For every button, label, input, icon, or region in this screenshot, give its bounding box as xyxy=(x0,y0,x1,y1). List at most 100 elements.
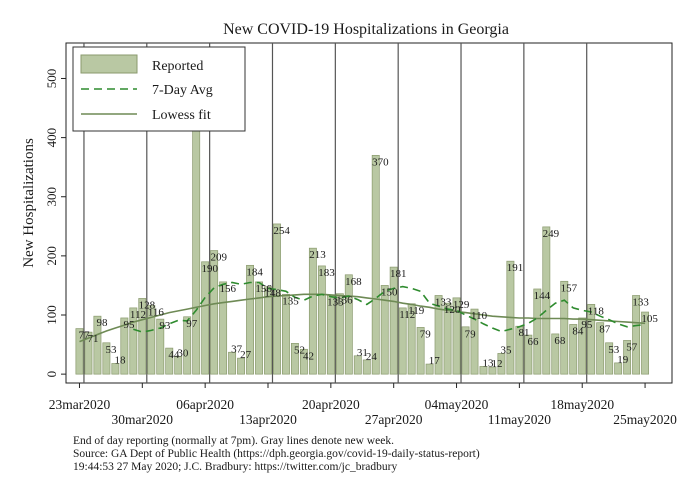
bar xyxy=(452,297,461,375)
bar xyxy=(299,348,308,375)
lowess-polyline xyxy=(79,293,646,343)
x-tick-label: 23mar2020 xyxy=(49,397,111,412)
bar-value-labels: 7771985318951121281169344309719020915637… xyxy=(79,156,659,370)
bar-value-label: 71 xyxy=(88,333,99,345)
bar-value-label: 190 xyxy=(201,263,218,275)
bar xyxy=(290,343,299,375)
bar-value-label: 53 xyxy=(608,344,620,356)
y-tick-label: 100 xyxy=(44,305,59,325)
bar xyxy=(623,340,632,375)
bar xyxy=(353,355,362,375)
bar xyxy=(371,154,380,375)
bar xyxy=(111,363,120,375)
y-axis-label: New Hospitalizations xyxy=(21,138,37,268)
bar xyxy=(497,353,506,375)
x-tick-label: 04may2020 xyxy=(425,397,489,412)
bar xyxy=(362,359,371,375)
bar xyxy=(228,351,237,375)
bar xyxy=(264,286,272,375)
bar-value-label: 79 xyxy=(465,328,477,340)
y-tick-label: 200 xyxy=(44,246,59,266)
bar xyxy=(344,274,353,375)
bar-value-label: 24 xyxy=(366,351,378,363)
bar xyxy=(255,281,263,375)
bar xyxy=(569,324,578,375)
note-line-3: 19:44:53 27 May 2020; J.C. Bradbury: htt… xyxy=(73,461,397,473)
bar-value-label: 13 xyxy=(483,357,495,369)
bar xyxy=(587,304,596,375)
bar-value-label: 254 xyxy=(273,225,290,237)
bar-value-label: 120 xyxy=(444,304,461,316)
bar-value-label: 52 xyxy=(294,344,305,356)
bar-value-label: 129 xyxy=(453,299,470,311)
bar-value-label: 144 xyxy=(534,290,551,302)
bar xyxy=(605,342,614,375)
bar-value-label: 27 xyxy=(240,349,252,361)
bar-value-label: 81 xyxy=(518,327,529,339)
x-tick-label: 06apr2020 xyxy=(176,397,234,412)
bar-value-label: 156 xyxy=(219,283,236,295)
bar xyxy=(93,315,102,375)
bar-value-label: 87 xyxy=(599,324,611,336)
bar-value-label: 66 xyxy=(527,336,539,348)
bar xyxy=(156,318,165,375)
bar-value-label: 110 xyxy=(471,310,488,322)
bar xyxy=(120,317,129,375)
x-tick-label: 30mar2020 xyxy=(112,412,174,427)
bar-value-label: 19 xyxy=(617,354,629,366)
bar-value-label: 184 xyxy=(246,266,263,278)
bar xyxy=(219,281,228,375)
x-tick-label: 25may2020 xyxy=(613,412,677,427)
bar-value-label: 57 xyxy=(626,341,638,353)
bar xyxy=(174,356,183,375)
bar-value-label: 136 xyxy=(336,295,353,307)
legend-label-lowess: Lowess fit xyxy=(152,108,211,123)
bar xyxy=(138,298,147,375)
bar xyxy=(165,347,174,375)
bar xyxy=(596,322,605,375)
bar-value-label: 93 xyxy=(159,320,171,332)
y-tick-label: 500 xyxy=(44,69,59,89)
legend: Reported 7-Day Avg Lowess fit xyxy=(72,46,246,132)
bar-value-label: 112 xyxy=(130,309,146,321)
bar xyxy=(308,247,317,375)
bar-value-label: 135 xyxy=(282,295,299,307)
bar-value-label: 84 xyxy=(572,325,584,337)
bar xyxy=(210,250,219,375)
y-tick-label: 0 xyxy=(44,371,59,378)
bar-value-label: 105 xyxy=(641,313,658,325)
bar xyxy=(479,366,488,375)
bar xyxy=(524,334,533,375)
bar xyxy=(443,302,452,375)
bar xyxy=(488,366,497,375)
bar xyxy=(147,305,156,375)
legend-label-reported: Reported xyxy=(152,59,203,74)
bar xyxy=(237,357,246,375)
bar-value-label: 213 xyxy=(309,249,326,261)
bar-value-label: 98 xyxy=(97,317,109,329)
x-tick-label: 18may2020 xyxy=(550,397,614,412)
bar xyxy=(201,261,210,375)
bar-value-label: 12 xyxy=(492,358,503,370)
y-axis: 0 100 200 300 400 500 xyxy=(44,69,66,378)
bar xyxy=(380,285,389,375)
bar-value-label: 97 xyxy=(186,318,198,330)
bar xyxy=(246,264,254,375)
bar-value-label: 156 xyxy=(255,283,272,295)
bar xyxy=(632,295,641,375)
bar xyxy=(425,363,434,375)
bar-value-label: 31 xyxy=(357,347,368,359)
legend-label-avg: 7-Day Avg xyxy=(152,83,213,98)
bar-value-label: 128 xyxy=(139,299,156,311)
bar xyxy=(192,125,201,375)
bar xyxy=(102,342,111,375)
bar-value-label: 68 xyxy=(554,335,566,347)
bar-value-label: 112 xyxy=(399,309,415,321)
bar-value-label: 37 xyxy=(231,343,243,355)
bar-value-label: 191 xyxy=(507,262,524,274)
lowess-line xyxy=(79,293,646,343)
bar-value-label: 150 xyxy=(381,286,398,298)
bar-value-label: 370 xyxy=(372,156,389,168)
avg-line xyxy=(133,281,646,333)
